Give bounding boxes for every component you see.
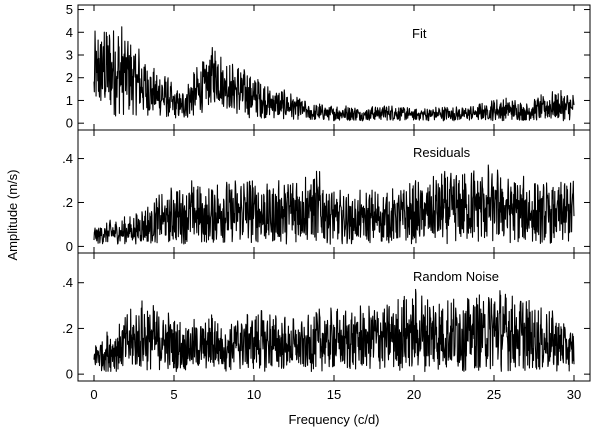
panel-random-noise: 0 .2 .4 Random Noise bbox=[62, 252, 591, 382]
y-axis-title: Amplitude (m/s) bbox=[5, 169, 20, 260]
signal-trace bbox=[93, 164, 575, 245]
y-tick-label: .4 bbox=[62, 151, 73, 166]
signal-trace bbox=[93, 288, 575, 373]
panel-label: Residuals bbox=[413, 145, 471, 160]
x-axis: 0 5 10 15 20 25 30 bbox=[90, 387, 581, 402]
y-tick-label: 5 bbox=[66, 2, 73, 17]
x-tick-label: 20 bbox=[407, 387, 421, 402]
y-tick-label: 0 bbox=[66, 116, 73, 131]
x-tick-label: 15 bbox=[327, 387, 341, 402]
x-axis-title: Frequency (c/d) bbox=[288, 412, 379, 427]
panel-label: Random Noise bbox=[413, 269, 499, 284]
panel-fit: 0 1 2 3 4 5 Fit bbox=[66, 2, 591, 131]
panel-residuals: 0 .2 .4 Residuals bbox=[62, 129, 591, 254]
x-tick-label: 30 bbox=[567, 387, 581, 402]
y-tick-label: 0 bbox=[66, 239, 73, 254]
y-tick-label: 2 bbox=[66, 70, 73, 85]
y-tick-label: .4 bbox=[62, 275, 73, 290]
x-tick-label: 25 bbox=[487, 387, 501, 402]
y-tick-label: 3 bbox=[66, 48, 73, 63]
x-tick-label: 5 bbox=[170, 387, 177, 402]
x-tick-label: 10 bbox=[247, 387, 261, 402]
panel-label: Fit bbox=[412, 26, 427, 41]
y-tick-label: 0 bbox=[66, 367, 73, 382]
panel-frame bbox=[77, 252, 591, 382]
y-tick-label: .2 bbox=[62, 321, 73, 336]
y-tick-label: 1 bbox=[66, 93, 73, 108]
panels-group: 0 1 2 3 4 5 Fit 0 .2 .4 Residuals 0 .2 .4 Random Noise bbox=[62, 2, 591, 382]
signal-trace bbox=[93, 26, 575, 122]
x-tick-label: 0 bbox=[90, 387, 97, 402]
y-tick-label: 4 bbox=[66, 25, 73, 40]
y-tick-label: .2 bbox=[62, 195, 73, 210]
